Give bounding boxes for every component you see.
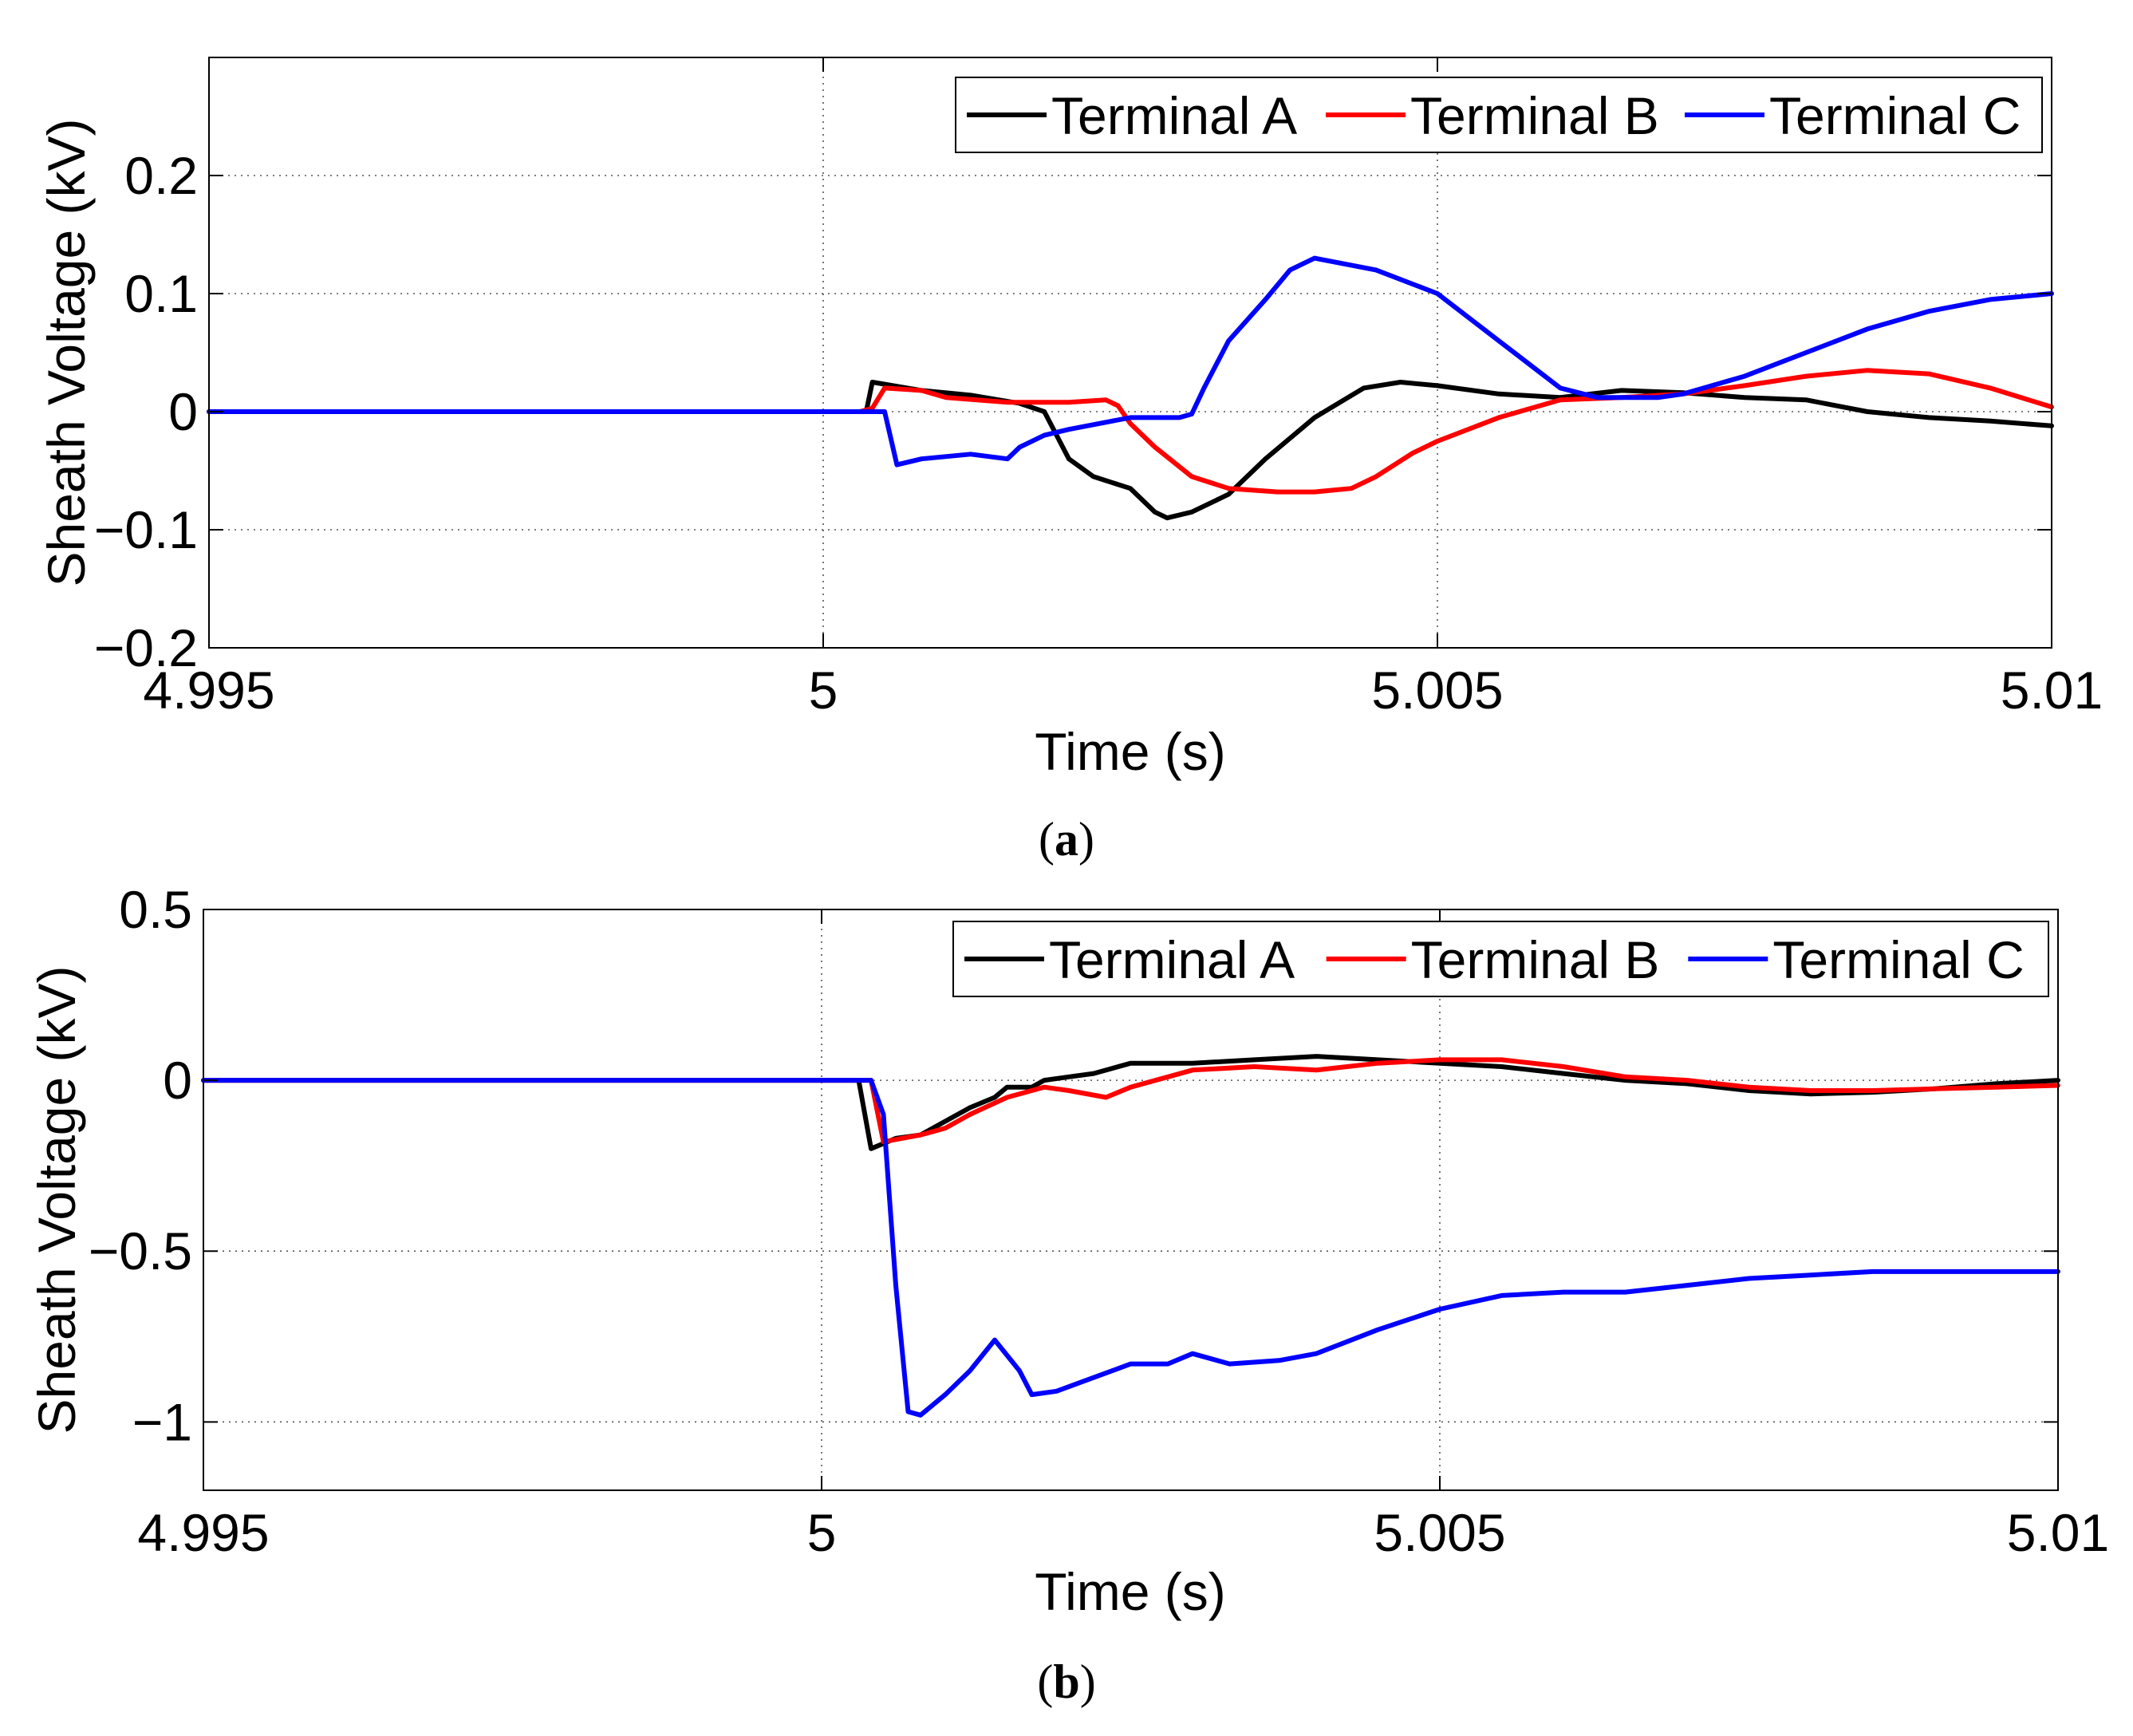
chart-a-ytick-label: 0 bbox=[168, 382, 198, 441]
chart-b-series-terminal-b bbox=[201, 1057, 2060, 1145]
chart-b-caption-letter: b bbox=[1053, 1655, 1079, 1708]
chart-b-xtick-label: 5.005 bbox=[1374, 1503, 1505, 1562]
chart-a-ylabel: Sheath Voltage (kV) bbox=[37, 118, 96, 586]
chart-b-xtick-label: 5.01 bbox=[2007, 1503, 2109, 1562]
chart-a-ytick-label: 0.1 bbox=[124, 264, 198, 323]
chart-a-legend-label: Terminal B bbox=[1410, 86, 1659, 145]
chart-a-ytick-label: 0.2 bbox=[124, 146, 198, 205]
chart-a-xtick-label: 4.995 bbox=[143, 661, 274, 720]
chart-a-xtick-label: 5.01 bbox=[2001, 661, 2103, 720]
chart-a-series-terminal-b bbox=[207, 368, 2054, 495]
chart-a-legend-box bbox=[955, 77, 2043, 153]
chart-b-caption: (b) bbox=[1037, 1655, 1095, 1708]
chart-b-xtick-label: 4.995 bbox=[137, 1503, 269, 1562]
chart-b-series-terminal-c bbox=[201, 1078, 2060, 1418]
chart-a-legend-label: Terminal C bbox=[1769, 86, 2021, 145]
chart-b-ytick-label: −1 bbox=[132, 1392, 192, 1451]
chart-a-ytick-label: −0.2 bbox=[94, 618, 198, 677]
chart-b-xtick-label: 5 bbox=[807, 1503, 837, 1562]
chart-b-background bbox=[203, 909, 2058, 1490]
chart-a-legend-label: Terminal A bbox=[1051, 86, 1297, 145]
chart-a-frame bbox=[208, 57, 2052, 649]
chart-a-xtick-label: 5.005 bbox=[1371, 661, 1503, 720]
chart-b-legend-label: Terminal C bbox=[1772, 930, 2024, 989]
chart-a-caption: (a) bbox=[1039, 813, 1094, 866]
chart-b-ytick-label: 0 bbox=[163, 1051, 192, 1110]
chart-a-background bbox=[209, 57, 2052, 648]
chart-b-frame bbox=[203, 909, 2059, 1491]
chart-panel-a: 4.995 5 5.005 5.01 −0.2 −0.1 0 0.1 0.2 Terminal … bbox=[37, 57, 2103, 866]
chart-panel-b: 4.995 5 5.005 5.01 −1 −0.5 0 0.5 Terminal A Term… bbox=[27, 880, 2109, 1708]
chart-a-ytick-label: −0.1 bbox=[94, 500, 198, 559]
chart-b-ylabel: Sheath Voltage (kV) bbox=[27, 965, 86, 1434]
chart-a-xtick-label: 5 bbox=[809, 661, 838, 720]
chart-b-legend-box bbox=[952, 921, 2049, 997]
chart-b-xlabel: Time (s) bbox=[1035, 1562, 1226, 1621]
chart-b-ytick-label: −0.5 bbox=[89, 1221, 192, 1280]
chart-b-legend-label: Terminal B bbox=[1411, 930, 1660, 989]
chart-b-legend-label: Terminal A bbox=[1049, 930, 1295, 989]
chart-a-xlabel: Time (s) bbox=[1035, 722, 1226, 781]
chart-a-series-terminal-c bbox=[207, 255, 2054, 468]
chart-a-caption-letter: a bbox=[1055, 813, 1078, 866]
chart-b-ytick-label: 0.5 bbox=[119, 880, 192, 939]
